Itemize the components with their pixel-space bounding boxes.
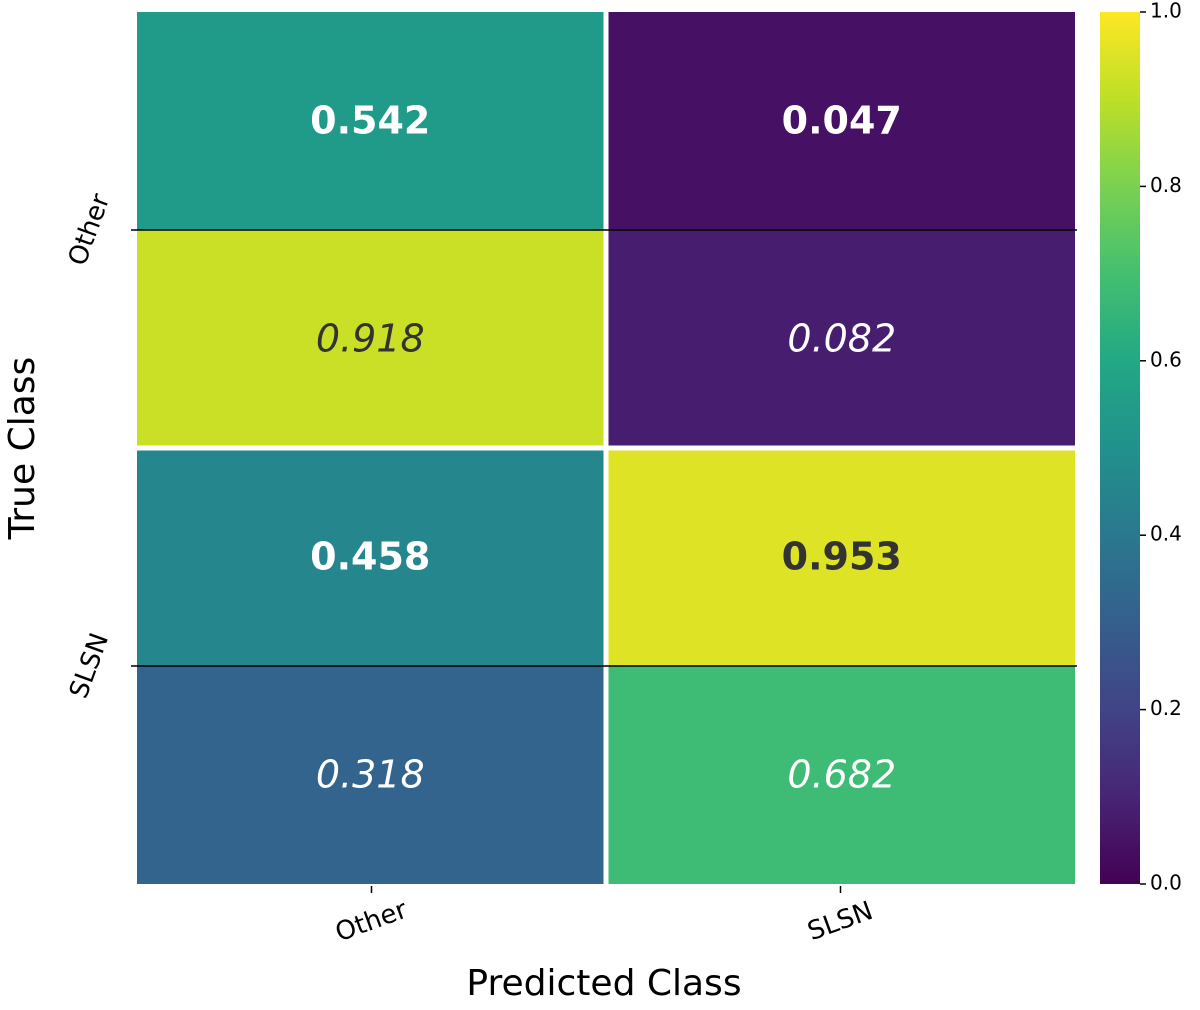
heatmap-cell: [608, 666, 1075, 884]
y-tick-label: SLSN: [64, 629, 115, 702]
colorbar-tick-label: 0.2: [1150, 696, 1182, 720]
colorbar-tick-label: 1.0: [1150, 0, 1182, 23]
x-tick-label: SLSN: [804, 896, 877, 947]
y-tick-label: Other: [63, 190, 117, 270]
cell-value: 0.047: [782, 99, 902, 143]
heatmap-cell: [137, 12, 604, 230]
heatmap-cell: [608, 12, 1075, 230]
cell-value: 0.318: [316, 753, 425, 797]
heatmap-cell: [137, 230, 604, 446]
cell-value: 0.082: [787, 317, 896, 361]
colorbar-tick-label: 0.8: [1150, 173, 1182, 197]
cell-value: 0.542: [310, 99, 430, 143]
colorbar-tick-label: 0.6: [1150, 347, 1182, 371]
heatmap-cell: [137, 450, 604, 666]
y-axis-label: True Class: [2, 357, 43, 541]
cell-value: 0.458: [310, 535, 430, 579]
cell-value: 0.918: [316, 317, 425, 361]
colorbar-tick-label: 0.0: [1150, 871, 1182, 895]
cell-value: 0.682: [787, 753, 896, 797]
x-tick-label: Other: [332, 895, 412, 949]
heatmap-cell: [137, 666, 604, 884]
heatmap-cell: [608, 450, 1075, 666]
colorbar: [1100, 12, 1140, 884]
colorbar-tick-label: 0.4: [1150, 522, 1182, 546]
x-axis-label: Predicted Class: [466, 963, 741, 1004]
cell-value: 0.953: [782, 535, 902, 579]
heatmap-cell: [608, 230, 1075, 446]
